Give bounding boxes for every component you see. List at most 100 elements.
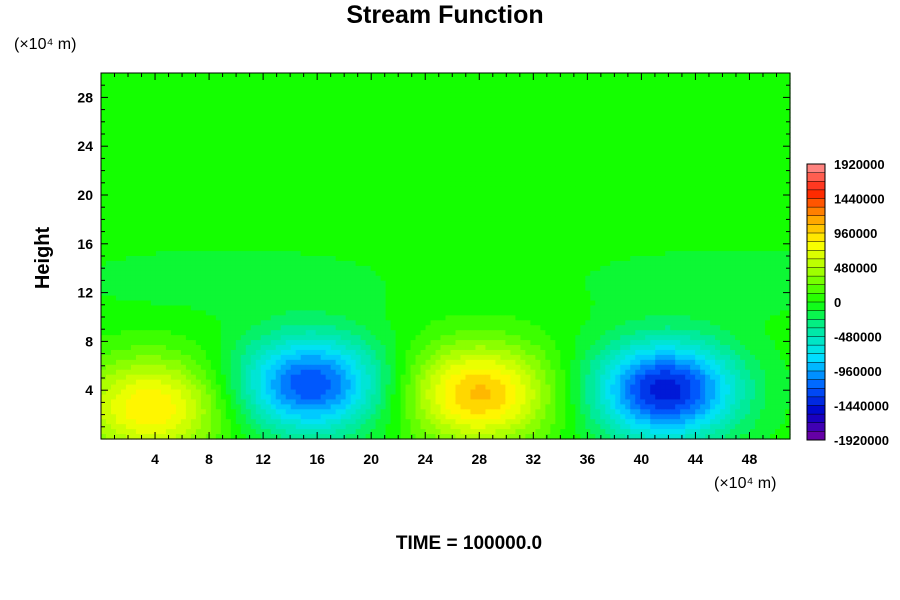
- field-cell: [390, 196, 397, 203]
- field-cell: [225, 137, 232, 143]
- field-cell: [485, 162, 492, 168]
- field-cell: [475, 112, 482, 119]
- field-cell: [370, 127, 377, 133]
- field-cell: [220, 226, 227, 232]
- field-cell: [130, 191, 137, 198]
- field-cell: [480, 246, 487, 252]
- field-cell: [110, 162, 117, 168]
- field-cell: [360, 186, 367, 193]
- field-cell: [510, 107, 516, 114]
- field-cell: [545, 166, 551, 173]
- field-cell: [125, 77, 132, 84]
- field-cell: [590, 127, 596, 133]
- field-cell: [270, 127, 277, 133]
- field-cell: [660, 127, 666, 133]
- field-cell: [760, 241, 766, 247]
- field-cell: [445, 87, 452, 94]
- field-cell: [730, 171, 736, 178]
- field-cell: [190, 236, 197, 242]
- field-cell: [265, 206, 272, 213]
- field-cell: [575, 211, 581, 218]
- field-cell: [605, 236, 611, 242]
- field-cell: [685, 77, 691, 84]
- field-cell: [305, 117, 312, 124]
- field-cell: [715, 87, 721, 94]
- field-cell: [180, 226, 187, 232]
- field-cell: [690, 102, 696, 109]
- field-cell: [190, 107, 197, 114]
- field-cell: [180, 82, 187, 89]
- field-cell: [375, 166, 382, 173]
- field-cell: [340, 112, 347, 119]
- field-cell: [425, 206, 432, 213]
- field-cell: [255, 157, 262, 163]
- field-cell: [685, 241, 691, 247]
- field-cell: [595, 176, 601, 183]
- field-cell: [655, 241, 661, 247]
- field-cell: [685, 92, 691, 99]
- field-cell: [101, 231, 107, 237]
- field-cell: [101, 87, 107, 94]
- field-cell: [705, 73, 711, 79]
- field-cell: [405, 231, 412, 237]
- field-cell: [315, 176, 322, 183]
- field-cell: [400, 211, 407, 218]
- field-cell: [710, 216, 716, 222]
- field-cell: [695, 166, 701, 173]
- field-cell: [310, 246, 317, 252]
- field-cell: [455, 211, 462, 218]
- field-cell: [175, 117, 182, 124]
- field-cell: [405, 102, 412, 109]
- field-cell: [320, 196, 327, 203]
- field-cell: [315, 102, 322, 109]
- field-cell: [630, 162, 636, 168]
- field-cell: [655, 176, 661, 183]
- field-cell: [645, 122, 651, 129]
- field-cell: [215, 196, 222, 203]
- field-cell: [745, 147, 751, 153]
- field-cell: [101, 201, 107, 208]
- field-cell: [135, 246, 142, 252]
- field-cell: [375, 231, 382, 237]
- field-cell: [470, 236, 477, 242]
- field-cell: [625, 127, 631, 133]
- field-cell: [775, 142, 781, 148]
- field-cell: [780, 171, 786, 178]
- field-cell: [155, 176, 162, 183]
- field-cell: [345, 206, 352, 213]
- field-cell: [620, 132, 626, 138]
- field-cell: [535, 171, 541, 178]
- field-cell: [155, 201, 162, 208]
- field-cell: [450, 117, 457, 124]
- field-cell: [370, 157, 377, 163]
- field-cell: [555, 132, 561, 138]
- field-cell: [101, 171, 107, 178]
- field-cell: [275, 216, 282, 222]
- field-cell: [225, 171, 232, 178]
- field-cell: [420, 176, 427, 183]
- field-cell: [580, 166, 586, 173]
- field-cell: [740, 107, 746, 114]
- field-cell: [110, 107, 117, 114]
- field-cell: [300, 147, 307, 153]
- field-cell: [250, 246, 257, 252]
- field-cell: [185, 87, 192, 94]
- field-cell: [360, 137, 367, 143]
- field-cell: [685, 127, 691, 133]
- field-cell: [150, 112, 157, 119]
- field-cell: [325, 73, 332, 79]
- field-cell: [615, 241, 621, 247]
- field-cell: [145, 181, 152, 188]
- field-cell: [515, 186, 521, 193]
- field-cell: [510, 231, 516, 237]
- field-cell: [465, 181, 472, 188]
- field-cell: [330, 73, 337, 79]
- field-cell: [220, 221, 227, 227]
- field-cell: [405, 147, 412, 153]
- field-cell: [375, 132, 382, 138]
- field-cell: [420, 221, 427, 227]
- field-cell: [655, 162, 661, 168]
- field-cell: [445, 97, 452, 104]
- field-cell: [210, 181, 217, 188]
- field-cell: [320, 246, 327, 252]
